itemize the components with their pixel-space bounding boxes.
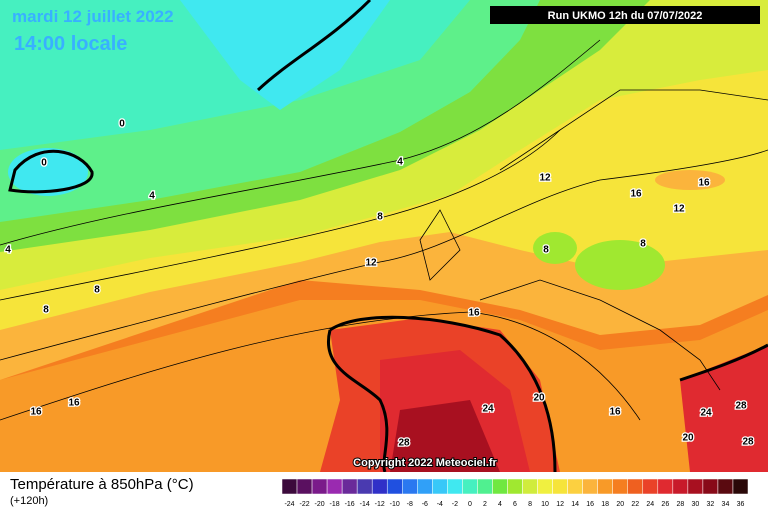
contour-label: 8 (377, 212, 383, 223)
scale-label: -2 (452, 501, 458, 508)
color-swatch (717, 478, 734, 495)
scale-label: 12 (556, 501, 564, 508)
scale-label: 8 (528, 501, 532, 508)
legend-title: Température à 850hPa (°C) (10, 476, 194, 493)
scale-label: 20 (616, 501, 624, 508)
scale-label: 10 (541, 501, 549, 508)
scale-label: 4 (498, 501, 502, 508)
scale-label: 22 (631, 501, 639, 508)
scale-label: -20 (315, 501, 325, 508)
contour-label: 8 (43, 305, 49, 316)
scale-label: 18 (601, 501, 609, 508)
contour-label: 0 (119, 119, 125, 130)
scale-label: -12 (375, 501, 385, 508)
scale-label: 14 (571, 501, 579, 508)
map: 0 0 4 4 4 8 8 8 12 12 16 16 12 8 8 16 16 16 24 20 16 24 28 28 20… (0, 0, 768, 473)
color-swatch (657, 478, 674, 495)
color-swatch (341, 478, 358, 495)
color-swatch (507, 478, 523, 495)
color-swatch (371, 478, 388, 495)
scale-label: 26 (661, 501, 669, 508)
scale-label: 34 (722, 501, 730, 508)
contour-label: 28 (742, 437, 754, 448)
scale-label: 16 (586, 501, 594, 508)
scale-label: -6 (422, 501, 428, 508)
contour-label: 12 (539, 173, 551, 184)
color-swatch (672, 478, 689, 495)
contour-label: 28 (398, 438, 410, 449)
contour-label: 24 (700, 408, 712, 419)
scale-label: 30 (691, 501, 699, 508)
scale-label: -4 (437, 501, 443, 508)
color-swatch (356, 478, 373, 495)
contour-label: 16 (30, 407, 42, 418)
color-swatch (326, 478, 343, 495)
scale-label: 36 (737, 501, 745, 508)
contour-label: 4 (5, 245, 11, 256)
scale-label: 0 (468, 501, 472, 508)
color-swatch (281, 478, 298, 495)
scale-label: -18 (330, 501, 340, 508)
color-swatch (552, 478, 568, 495)
contour-label: 0 (41, 158, 47, 169)
color-swatch (386, 478, 403, 495)
contour-label: 16 (468, 308, 480, 319)
scale-label: -16 (345, 501, 355, 508)
color-swatch (311, 478, 328, 495)
contour-label: 20 (682, 433, 694, 444)
lead-time: (+120h) (10, 495, 48, 507)
color-swatch (296, 478, 313, 495)
forecast-time: 14:00 locale (14, 33, 127, 55)
scale-label: 28 (676, 501, 684, 508)
copyright: Copyright 2022 Meteociel.fr (353, 457, 497, 469)
color-swatch (597, 478, 613, 495)
contour-label: 4 (149, 191, 155, 202)
color-swatch (612, 478, 628, 495)
scale-label: 32 (707, 501, 715, 508)
contour-label: 4 (397, 157, 403, 168)
color-swatch (432, 478, 448, 495)
contour-label: 16 (630, 189, 642, 200)
scale-label: -10 (390, 501, 400, 508)
contour-label: 8 (543, 245, 549, 256)
color-swatch (417, 478, 433, 495)
color-swatch (687, 478, 704, 495)
contour-label: 24 (482, 404, 494, 415)
scale-label: -24 (284, 501, 294, 508)
run-info: Run UKMO 12h du 07/07/2022 (548, 10, 703, 22)
color-swatch (477, 478, 493, 495)
scale-label: 2 (483, 501, 487, 508)
contour-label: 12 (673, 204, 685, 215)
scale-label: 6 (513, 501, 517, 508)
contour-label: 8 (94, 285, 100, 296)
scale-label: -8 (407, 501, 413, 508)
color-swatch (537, 478, 553, 495)
color-swatch (522, 478, 538, 495)
scale-label: -22 (299, 501, 309, 508)
color-swatch (732, 478, 749, 495)
color-swatch (702, 478, 719, 495)
color-swatch (492, 478, 508, 495)
color-swatch (567, 478, 583, 495)
scale-label: 24 (646, 501, 654, 508)
contour-label: 16 (68, 398, 80, 409)
contour-label: 16 (609, 407, 621, 418)
color-swatch (402, 478, 418, 495)
color-swatch (582, 478, 598, 495)
color-swatch (462, 478, 478, 495)
color-swatch (627, 478, 644, 495)
contour-label: 12 (365, 258, 377, 269)
contour-label: 28 (735, 401, 747, 412)
contour-label: 20 (533, 393, 545, 404)
forecast-date: mardi 12 juillet 2022 (12, 7, 174, 26)
contour-label: 8 (640, 239, 646, 250)
scale-label: -14 (360, 501, 370, 508)
contour-label: 16 (698, 178, 710, 189)
color-swatch (642, 478, 659, 495)
color-swatch (447, 478, 463, 495)
